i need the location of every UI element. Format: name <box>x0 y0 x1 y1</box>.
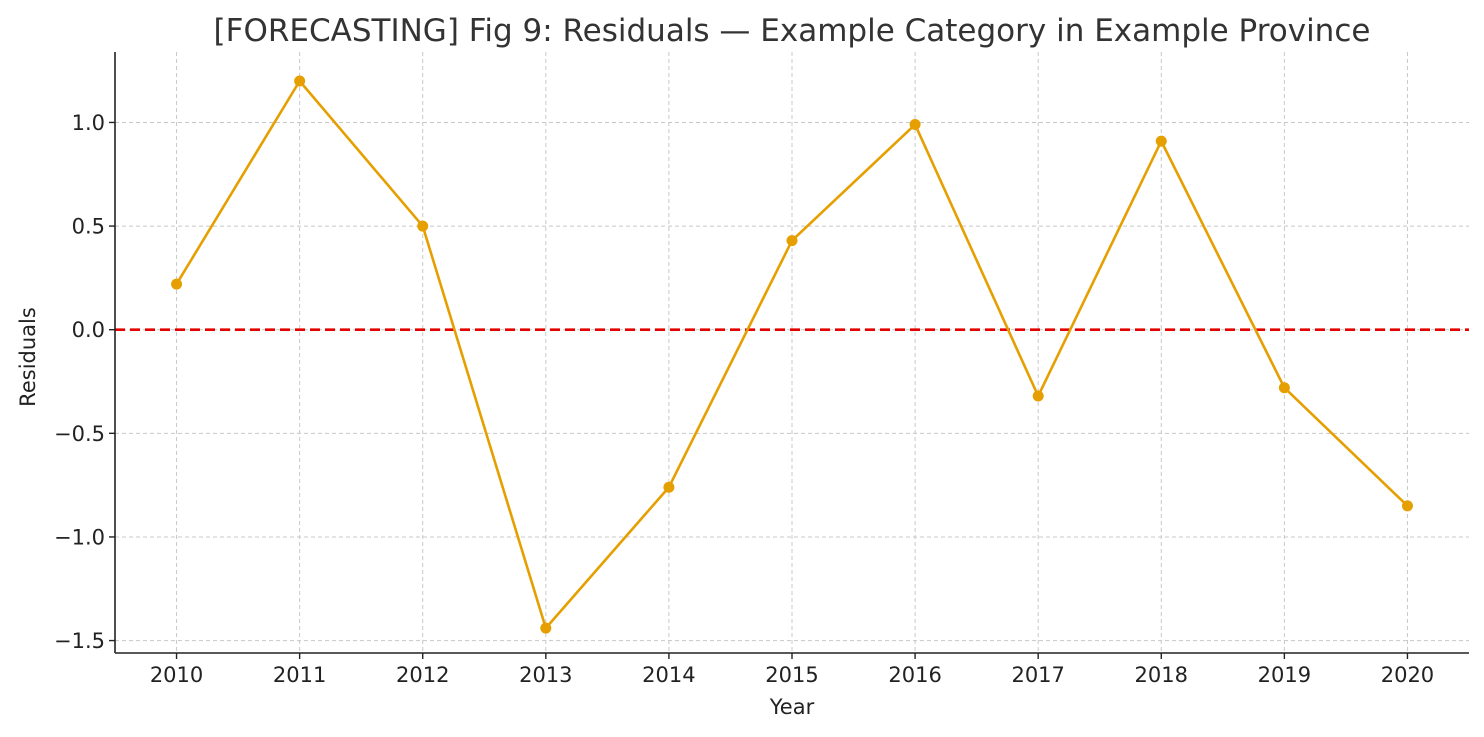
y-tick-label-2: 0.0 <box>72 318 105 342</box>
y-tick-label-4: −1.0 <box>54 525 105 549</box>
x-tick-label-2020: 2020 <box>1381 663 1434 687</box>
y-tick-label-5: −1.5 <box>54 629 105 653</box>
data-point-2018 <box>1155 135 1167 147</box>
y-tick-label-3: −0.5 <box>54 422 105 446</box>
data-point-2020 <box>1401 500 1413 512</box>
x-tick-label-2013: 2013 <box>519 663 572 687</box>
axes-group <box>109 52 1469 659</box>
x-tick-label-2011: 2011 <box>273 663 326 687</box>
series-group <box>171 75 1413 634</box>
x-tick-label-2017: 2017 <box>1011 663 1064 687</box>
data-point-2010 <box>171 278 183 290</box>
x-axis-label: Year <box>769 695 815 719</box>
data-point-2017 <box>1032 390 1044 402</box>
chart-title: [FORECASTING] Fig 9: Residuals — Example… <box>214 13 1371 49</box>
y-tick-label-0: 1.0 <box>72 111 105 135</box>
tick-labels-group: 2010 2011 2012 2013 2014 2015 2016 2017 2018 2019… <box>54 111 1434 687</box>
x-tick-label-2014: 2014 <box>642 663 695 687</box>
x-tick-label-2010: 2010 <box>150 663 203 687</box>
x-tick-label-2012: 2012 <box>396 663 449 687</box>
data-point-2011 <box>294 75 306 87</box>
y-tick-label-1: 0.5 <box>72 215 105 239</box>
x-tick-label-2018: 2018 <box>1135 663 1188 687</box>
data-point-2019 <box>1278 382 1290 394</box>
data-point-2016 <box>909 119 921 131</box>
data-point-2015 <box>786 235 798 247</box>
data-point-2014 <box>663 481 675 493</box>
x-tick-label-2019: 2019 <box>1258 663 1311 687</box>
x-tick-label-2016: 2016 <box>888 663 941 687</box>
x-tick-label-2015: 2015 <box>765 663 818 687</box>
y-axis-label: Residuals <box>16 307 40 407</box>
data-point-2012 <box>417 220 429 232</box>
data-point-2013 <box>540 622 552 634</box>
